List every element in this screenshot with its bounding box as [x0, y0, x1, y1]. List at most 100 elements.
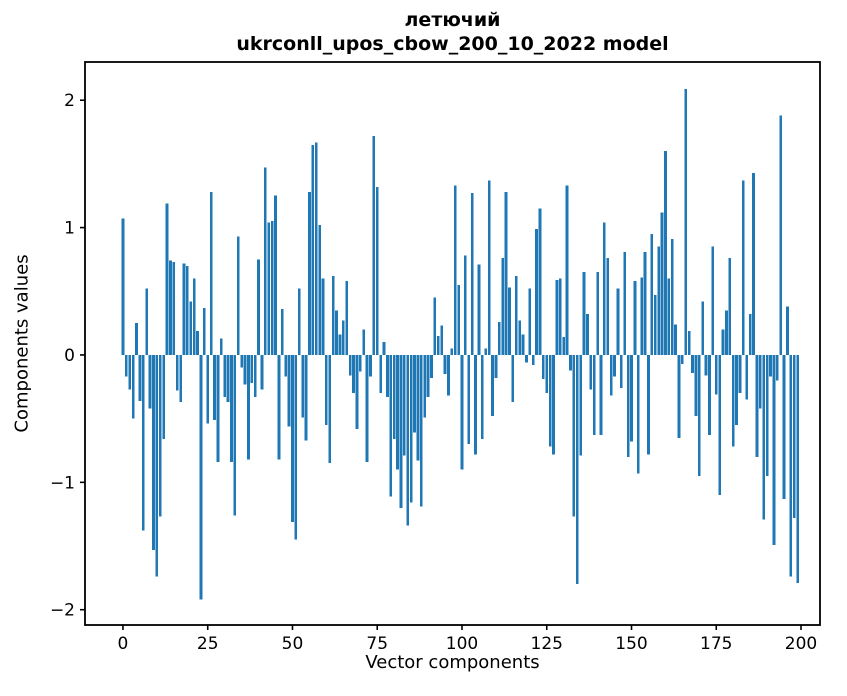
- bar: [742, 180, 745, 355]
- bar: [745, 354, 749, 400]
- bar: [392, 354, 396, 440]
- bar: [257, 259, 260, 355]
- bar: [531, 354, 535, 366]
- bar: [399, 354, 403, 508]
- tick-label: 125: [531, 634, 563, 654]
- bar: [528, 288, 532, 355]
- bar: [535, 228, 538, 355]
- tick-label: 1: [64, 219, 75, 239]
- bar: [436, 335, 440, 355]
- bar: [555, 279, 559, 355]
- bar: [270, 221, 274, 355]
- bar: [772, 354, 776, 545]
- chart-title: летючий ukrconll_upos_cbow_200_10_2022 m…: [85, 8, 820, 56]
- bar: [565, 185, 569, 355]
- bar: [304, 354, 308, 441]
- bar: [592, 354, 596, 436]
- bar: [725, 310, 728, 355]
- bar: [138, 354, 142, 401]
- bar: [406, 354, 410, 526]
- tick-label: 200: [785, 634, 817, 654]
- bar: [250, 354, 254, 383]
- bar: [758, 354, 762, 409]
- bar: [514, 275, 518, 355]
- bar: [619, 354, 623, 389]
- bar: [464, 255, 467, 355]
- bar: [318, 225, 321, 355]
- bar: [169, 260, 172, 355]
- bar: [158, 354, 162, 517]
- bar: [701, 301, 705, 355]
- bar: [145, 288, 149, 355]
- bar: [189, 301, 193, 355]
- bar: [647, 354, 650, 455]
- bar: [704, 354, 708, 376]
- bar: [321, 278, 325, 355]
- bar: [497, 321, 501, 355]
- bar: [572, 354, 576, 517]
- bar: [599, 354, 603, 436]
- tick-label: 75: [366, 634, 388, 654]
- bar: [311, 144, 315, 355]
- tick-label: 175: [700, 634, 732, 654]
- bar: [314, 142, 318, 355]
- bar: [480, 354, 484, 440]
- plot-spines: [84, 61, 821, 626]
- bar: [491, 354, 494, 417]
- bar: [284, 354, 288, 377]
- bar: [494, 354, 498, 378]
- bar: [538, 208, 542, 355]
- tick-label: 50: [282, 634, 304, 654]
- bar: [552, 354, 555, 455]
- bar: [664, 151, 667, 355]
- bar: [589, 354, 593, 390]
- bar: [484, 348, 488, 355]
- bar: [765, 354, 769, 476]
- bar: [301, 354, 305, 418]
- bar: [348, 354, 352, 376]
- bar: [186, 265, 189, 355]
- bar: [192, 278, 196, 355]
- bar: [721, 329, 725, 355]
- bar: [769, 354, 772, 377]
- bar: [748, 314, 752, 355]
- bar: [440, 325, 444, 355]
- bar: [396, 354, 399, 470]
- bar: [409, 354, 413, 503]
- tick-label: 0: [118, 634, 129, 654]
- bar: [786, 306, 789, 355]
- bar: [413, 354, 416, 433]
- bar: [274, 195, 277, 355]
- bar: [718, 354, 721, 496]
- bar: [125, 354, 128, 377]
- bar: [386, 354, 389, 397]
- bar: [755, 354, 759, 457]
- bar: [419, 354, 423, 507]
- bar: [141, 354, 145, 531]
- bar: [674, 324, 677, 355]
- bar: [579, 354, 582, 456]
- bar: [433, 297, 437, 355]
- tick-label: 0: [64, 346, 75, 366]
- bar: [752, 172, 755, 355]
- bar: [352, 354, 355, 394]
- bar: [264, 167, 267, 355]
- tick-label: 100: [446, 634, 478, 654]
- bar: [243, 354, 247, 385]
- bar: [355, 354, 359, 429]
- bar: [382, 342, 386, 355]
- bar: [633, 281, 637, 355]
- bar: [416, 354, 420, 461]
- bar: [152, 354, 155, 550]
- bar: [667, 278, 671, 355]
- bar: [426, 354, 430, 397]
- bar: [297, 288, 301, 355]
- bar: [372, 135, 376, 355]
- bar: [694, 354, 698, 417]
- bar: [650, 233, 654, 355]
- bar: [447, 354, 450, 396]
- bar: [467, 354, 471, 445]
- bar: [779, 115, 783, 355]
- bar: [586, 314, 589, 355]
- bar: [596, 272, 599, 355]
